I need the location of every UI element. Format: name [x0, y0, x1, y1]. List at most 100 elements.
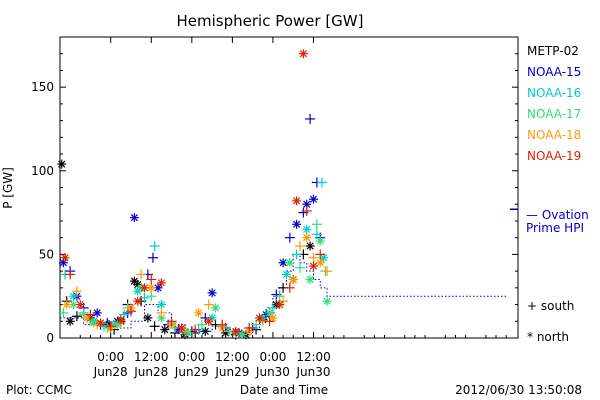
legend-entry: NOAA-16 — [527, 86, 581, 100]
marker-south-noaa-18 — [156, 307, 167, 318]
marker-south-noaa-16 — [267, 302, 278, 313]
marker-north-noaa-15 — [129, 213, 139, 223]
chart-title: Hemispheric Power [GW] — [177, 12, 364, 30]
x-tick-time-label: 12:00 — [296, 350, 331, 364]
ovation-label-line1: — Ovation — [526, 208, 589, 222]
marker-south-noaa-15 — [284, 232, 295, 243]
x-tick-time-label: 0:00 — [178, 350, 205, 364]
marker-north-noaa-17 — [315, 236, 325, 246]
marker-north-noaa-17 — [265, 308, 275, 318]
legend: METP-02 NOAA-15 NOAA-16 NOAA-17 NOAA-18 NOAA-… — [527, 44, 581, 163]
marker-south-noaa-16 — [149, 241, 160, 252]
marker-north-metp-02 — [65, 316, 75, 326]
marker-south-noaa-15 — [147, 252, 158, 263]
x-tick-date-label: Jun30 — [295, 365, 330, 379]
marker-south-noaa-16 — [119, 309, 130, 320]
marker-south-noaa-18 — [308, 252, 319, 263]
marker-north-noaa-15 — [207, 288, 217, 298]
data-markers — [57, 49, 333, 340]
marker-south-noaa-16 — [311, 229, 322, 240]
marker-north-noaa-18 — [302, 233, 312, 243]
marker-south-noaa-18 — [203, 299, 214, 310]
marker-north-noaa-15 — [153, 283, 163, 293]
marker-north-noaa-19 — [231, 326, 241, 336]
ovation-label-line2: Prime HPI — [526, 221, 584, 235]
marker-north-noaa-15 — [309, 194, 319, 204]
hemisphere-legend-entry: * north — [527, 330, 569, 344]
marker-south-noaa-19 — [284, 282, 295, 293]
plot-credit: Plot: CCMC — [6, 383, 72, 397]
marker-south-noaa-16 — [291, 249, 302, 260]
marker-north-noaa-19 — [298, 49, 308, 59]
marker-south-noaa-19 — [301, 205, 312, 216]
ovation-hpi-line — [60, 208, 518, 332]
marker-north-metp-02 — [160, 325, 170, 335]
marker-south-noaa-19 — [105, 321, 116, 332]
marker-south-noaa-19 — [217, 319, 228, 330]
marker-north-noaa-15 — [92, 308, 102, 318]
x-tick-time-label: 0:00 — [97, 350, 124, 364]
x-tick-date-label: Jun29 — [174, 365, 209, 379]
marker-south-noaa-19 — [65, 269, 76, 280]
marker-south-noaa-19 — [244, 322, 255, 333]
marker-north-noaa-19 — [254, 313, 264, 323]
legend-entry: METP-02 — [527, 44, 579, 58]
marker-north-metp-02 — [305, 241, 315, 251]
legend-entry: NOAA-17 — [527, 107, 581, 121]
marker-north-noaa-19 — [177, 323, 187, 333]
marker-south-noaa-17 — [294, 262, 305, 273]
marker-south-noaa-19 — [125, 306, 136, 317]
marker-south-noaa-18 — [71, 286, 82, 297]
plot-area-frame — [59, 36, 519, 339]
marker-south-noaa-17 — [311, 219, 322, 230]
marker-north-noaa-17 — [322, 296, 332, 306]
marker-north-noaa-18 — [146, 283, 156, 293]
axes: 0501001500:00Jun2812:00Jun280:00Jun2912:… — [31, 36, 518, 379]
marker-north-noaa-18 — [62, 300, 72, 310]
marker-south-noaa-17 — [146, 291, 157, 302]
x-axis-label: Date and Time — [240, 383, 328, 397]
x-tick-time-label: 12:00 — [215, 350, 250, 364]
x-tick-time-label: 12:00 — [134, 350, 169, 364]
marker-north-noaa-19 — [156, 278, 166, 288]
y-tick-label: 100 — [31, 164, 54, 178]
marker-south-noaa-17 — [196, 319, 207, 330]
marker-south-noaa-19 — [85, 309, 96, 320]
marker-north-noaa-18 — [315, 258, 325, 268]
marker-north-noaa-17 — [238, 330, 248, 340]
marker-north-noaa-15 — [292, 219, 302, 229]
ovation-hpi-path — [60, 253, 506, 332]
marker-north-noaa-16 — [302, 224, 312, 234]
marker-north-noaa-19 — [140, 283, 150, 293]
marker-north-noaa-19 — [116, 315, 126, 325]
legend-entry: NOAA-15 — [527, 65, 581, 79]
marker-north-noaa-18 — [194, 308, 204, 318]
marker-south-noaa-19 — [315, 249, 326, 260]
x-tick-date-label: Jun28 — [93, 365, 128, 379]
marker-north-noaa-19 — [292, 196, 302, 206]
marker-north-noaa-19 — [60, 253, 70, 263]
marker-north-noaa-17 — [210, 303, 220, 313]
marker-north-noaa-19 — [133, 296, 143, 306]
x-tick-date-label: Jun29 — [214, 365, 249, 379]
y-axis-label: P [GW] — [1, 167, 15, 209]
y-tick-label: 150 — [31, 80, 54, 94]
marker-south-noaa-18 — [136, 269, 147, 280]
plot-timestamp: 2012/06/30 13:50:08 — [455, 383, 582, 397]
marker-south-noaa-18 — [294, 241, 305, 252]
marker-north-metp-02 — [57, 159, 67, 169]
hemisphere-legend: + south * north — [527, 299, 574, 344]
marker-north-noaa-16 — [156, 300, 166, 310]
ovation-legend: — Ovation Prime HPI — [526, 208, 589, 235]
marker-north-metp-02 — [143, 313, 153, 323]
marker-north-noaa-19 — [75, 300, 85, 310]
marker-north-noaa-16 — [281, 269, 291, 279]
marker-south-noaa-17 — [251, 319, 262, 330]
marker-north-noaa-19 — [309, 261, 319, 271]
y-tick-label: 50 — [39, 247, 54, 261]
marker-south-noaa-17 — [58, 307, 69, 318]
marker-north-noaa-19 — [275, 300, 285, 310]
legend-entry: NOAA-19 — [527, 149, 581, 163]
marker-south-noaa-16 — [139, 292, 150, 303]
marker-north-noaa-16 — [69, 291, 79, 301]
